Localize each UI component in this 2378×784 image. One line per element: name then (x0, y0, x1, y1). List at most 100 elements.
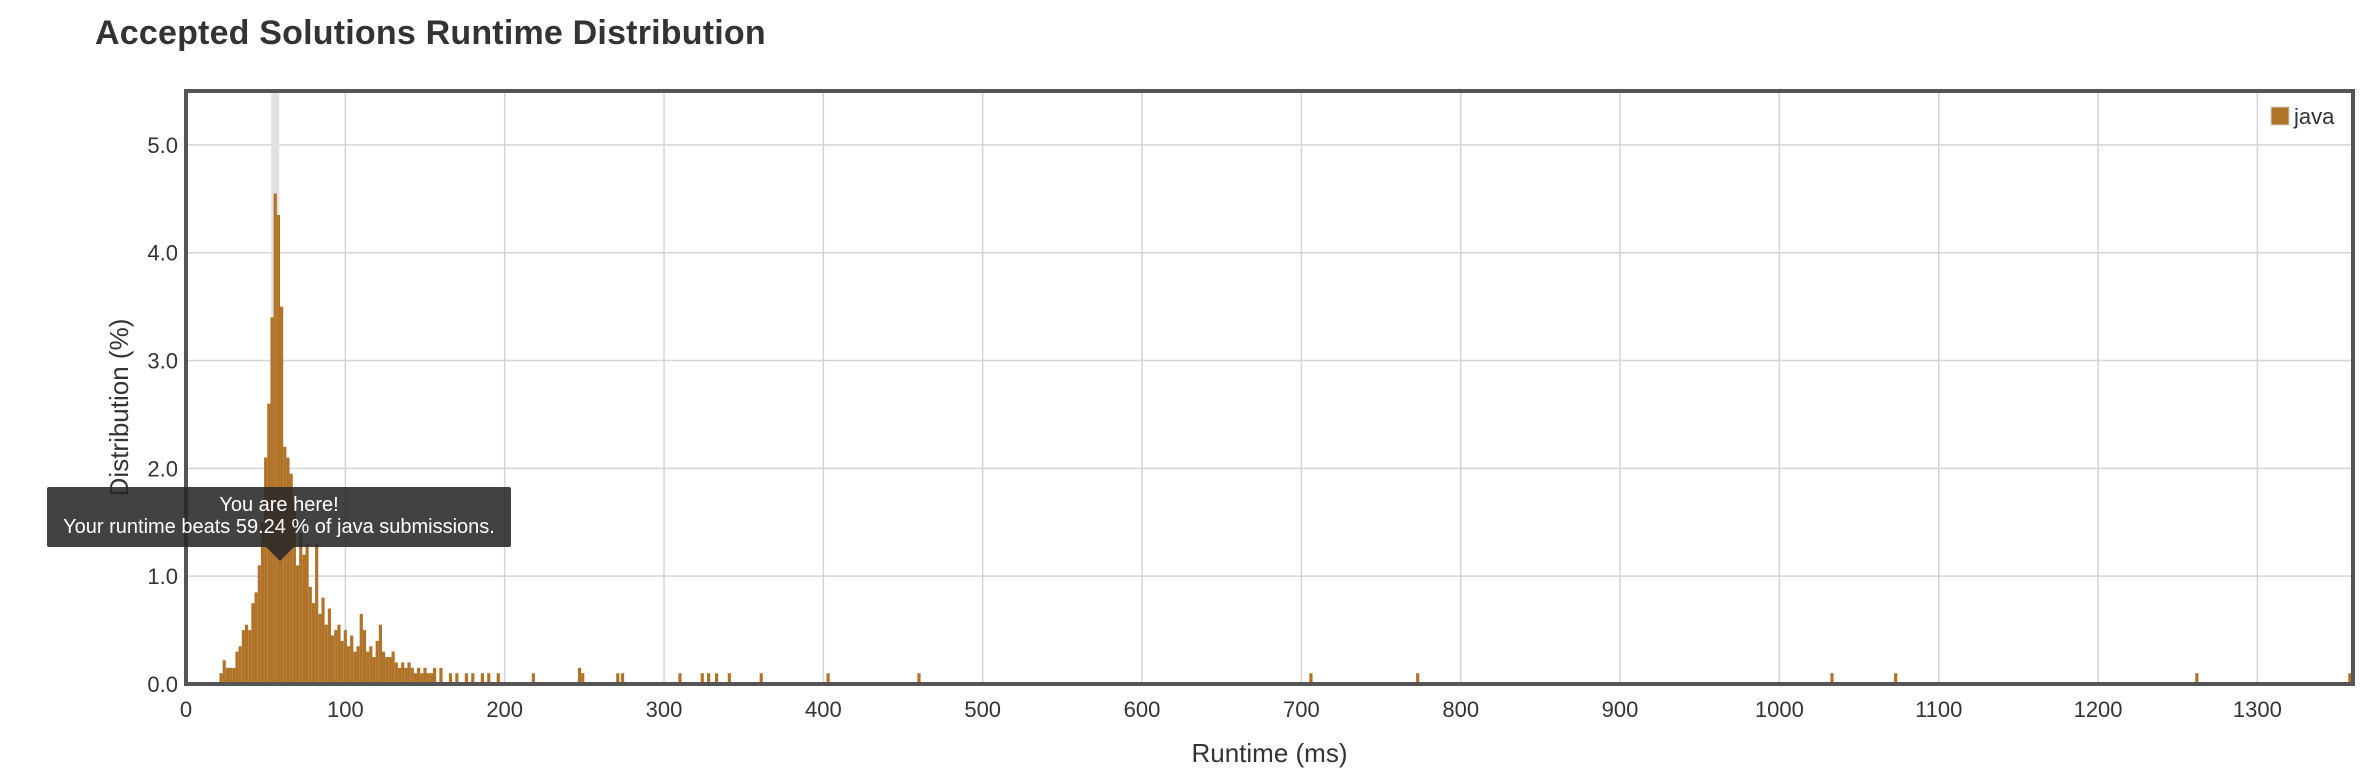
bar[interactable] (423, 667, 427, 684)
bar[interactable] (308, 586, 312, 684)
bar[interactable] (480, 673, 484, 684)
bar[interactable] (315, 543, 319, 684)
chart-bars (219, 193, 2352, 684)
bar[interactable] (334, 630, 338, 684)
bar[interactable] (260, 522, 265, 684)
bar[interactable] (346, 646, 351, 684)
bar[interactable] (496, 673, 500, 684)
bar[interactable] (2195, 673, 2199, 684)
bar[interactable] (244, 624, 249, 684)
bar[interactable] (410, 667, 414, 684)
bar[interactable] (413, 673, 418, 684)
x-tick-label: 100 (327, 697, 364, 722)
bar[interactable] (401, 662, 405, 684)
bar[interactable] (1830, 673, 1834, 684)
bar[interactable] (381, 651, 386, 684)
bar[interactable] (394, 662, 398, 684)
bar[interactable] (327, 608, 331, 684)
bar[interactable] (375, 640, 379, 684)
bar[interactable] (343, 630, 347, 684)
bar[interactable] (385, 657, 389, 684)
bar[interactable] (707, 673, 711, 684)
bar[interactable] (369, 646, 373, 684)
bar[interactable] (225, 667, 230, 684)
bar[interactable] (455, 673, 459, 684)
bar[interactable] (2348, 673, 2352, 684)
bar[interactable] (426, 673, 430, 684)
bar[interactable] (439, 667, 443, 684)
bar[interactable] (1309, 673, 1313, 684)
bar[interactable] (1894, 673, 1898, 684)
bar[interactable] (471, 673, 475, 684)
bar[interactable] (620, 673, 625, 684)
bar[interactable] (487, 673, 491, 684)
bar[interactable] (295, 565, 300, 684)
bar[interactable] (417, 667, 421, 684)
bar[interactable] (238, 646, 242, 684)
bar[interactable] (727, 673, 731, 684)
bar[interactable] (356, 646, 360, 684)
bar[interactable] (289, 473, 293, 684)
bar[interactable] (324, 624, 328, 684)
bar[interactable] (429, 673, 433, 684)
chart-legend[interactable]: java (2270, 104, 2335, 129)
bar[interactable] (292, 500, 296, 684)
bar[interactable] (678, 673, 682, 684)
bar[interactable] (616, 673, 620, 684)
legend-label-java[interactable]: java (2293, 104, 2335, 129)
bar[interactable] (235, 651, 239, 684)
bar[interactable] (391, 651, 395, 684)
bar[interactable] (321, 597, 325, 684)
bar[interactable] (251, 603, 255, 684)
bar[interactable] (305, 543, 309, 684)
bar[interactable] (248, 630, 252, 684)
bar[interactable] (283, 446, 287, 684)
bar[interactable] (311, 603, 316, 684)
bar[interactable] (397, 667, 402, 684)
y-axis-label: Distribution (%) (104, 319, 134, 497)
bar[interactable] (350, 635, 354, 684)
legend-swatch-java[interactable] (2270, 106, 2290, 126)
bar[interactable] (420, 673, 424, 684)
bar[interactable] (337, 624, 341, 684)
bar[interactable] (464, 673, 469, 684)
bar[interactable] (299, 533, 303, 684)
bar[interactable] (378, 624, 382, 684)
bar[interactable] (359, 613, 363, 684)
bar[interactable] (353, 651, 357, 684)
bar[interactable] (229, 667, 233, 684)
bar[interactable] (219, 673, 223, 684)
bar[interactable] (407, 662, 411, 684)
x-tick-label: 700 (1283, 697, 1320, 722)
bar[interactable] (340, 640, 344, 684)
bar[interactable] (222, 660, 226, 684)
bar[interactable] (1416, 673, 1420, 684)
bar[interactable] (273, 193, 277, 684)
bar[interactable] (448, 673, 453, 684)
bar[interactable] (577, 667, 582, 684)
bar[interactable] (366, 651, 370, 684)
bar[interactable] (715, 673, 719, 684)
bar[interactable] (388, 657, 392, 684)
bar[interactable] (531, 673, 535, 684)
bar[interactable] (372, 657, 376, 684)
bar[interactable] (826, 673, 830, 684)
bar[interactable] (286, 457, 290, 684)
bar[interactable] (404, 667, 408, 684)
bar[interactable] (318, 613, 322, 684)
bar[interactable] (276, 214, 281, 684)
bar[interactable] (254, 592, 258, 684)
bar[interactable] (700, 673, 704, 684)
bar[interactable] (330, 635, 335, 684)
bar[interactable] (257, 565, 261, 684)
bar[interactable] (917, 673, 921, 684)
bar[interactable] (232, 667, 236, 684)
bar[interactable] (432, 667, 437, 684)
bar[interactable] (581, 673, 585, 684)
bar[interactable] (302, 554, 306, 684)
bar[interactable] (759, 673, 763, 684)
bar[interactable] (264, 457, 268, 684)
runtime-tooltip: You are here! Your runtime beats 59.24 %… (47, 487, 511, 547)
bar[interactable] (362, 630, 367, 684)
bar[interactable] (241, 630, 245, 684)
